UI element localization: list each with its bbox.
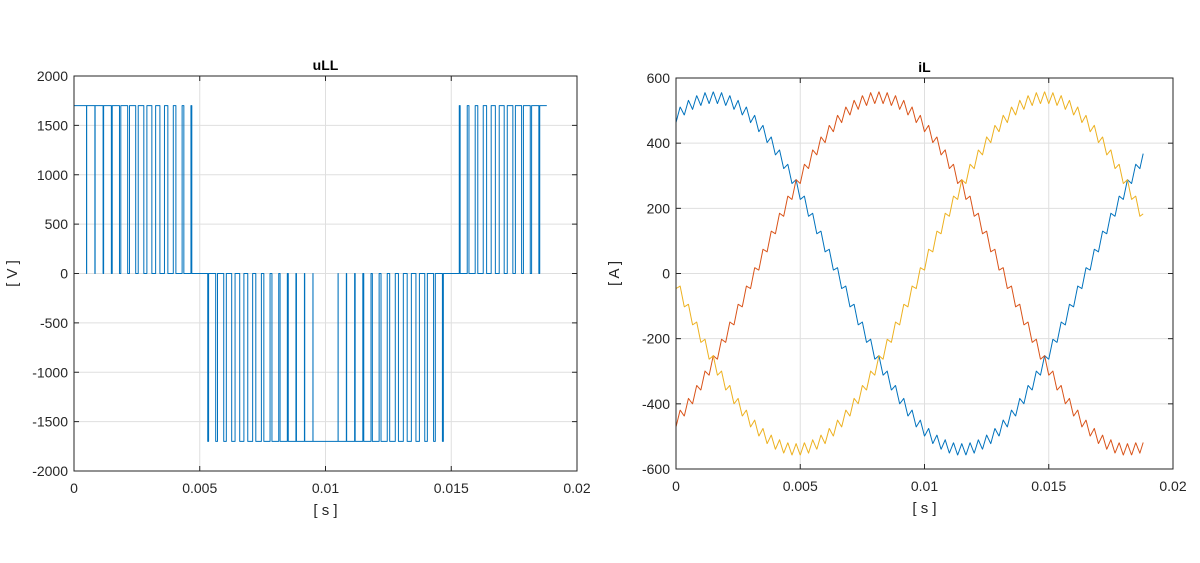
- y-tick-label: -200: [642, 331, 670, 347]
- x-tick-label: 0: [672, 478, 680, 494]
- y-tick-label: -1500: [32, 414, 68, 430]
- x-tick-label: 0.005: [783, 478, 818, 494]
- x-tick-label: 0.01: [911, 478, 938, 494]
- x-tick-label: 0.015: [1031, 478, 1066, 494]
- y-tick-label: 600: [647, 70, 671, 86]
- series-line-2: [675, 91, 1144, 456]
- iL-plot: 0 0.005 0.01 0.015 0.02 -600 -400 -200 0 200 400 60…: [606, 59, 1187, 517]
- chart-title: iL: [918, 59, 931, 75]
- y-axis-label: [ V ]: [4, 260, 21, 287]
- x-axis-label: [ s ]: [313, 502, 337, 519]
- y-tick-label: 1500: [37, 117, 68, 133]
- series-line-3: [675, 91, 1144, 456]
- x-tick-label: 0.005: [182, 480, 217, 496]
- y-tick-label: 2000: [37, 68, 68, 84]
- chart-title: uLL: [313, 57, 339, 73]
- x-tick-label: 0.015: [434, 480, 469, 496]
- y-tick-label: 200: [647, 200, 671, 216]
- y-tick-label: 400: [647, 135, 671, 151]
- y-tick-label: -600: [642, 461, 670, 477]
- y-axis-label: [ A ]: [606, 261, 623, 286]
- x-tick-label: 0.01: [312, 480, 339, 496]
- x-tick-label: 0: [70, 480, 78, 496]
- uLL-plot: 0 0.005 0.01 0.015 0.02 -2000 -1500 -1000 -500 0 5…: [4, 57, 591, 519]
- series-line-1: [675, 91, 1144, 456]
- series-line-1: [73, 105, 548, 442]
- x-tick-label: 0.02: [563, 480, 590, 496]
- y-tick-label: 0: [60, 266, 68, 282]
- y-tick-label: -500: [40, 315, 68, 331]
- y-tick-label: -400: [642, 396, 670, 412]
- y-tick-label: 0: [662, 266, 670, 282]
- y-tick-label: -1000: [32, 364, 68, 380]
- y-tick-label: 1000: [37, 167, 68, 183]
- y-tick-label: -2000: [32, 463, 68, 479]
- x-axis-label: [ s ]: [912, 500, 936, 517]
- x-tick-label: 0.02: [1159, 478, 1186, 494]
- y-tick-label: 500: [45, 216, 69, 232]
